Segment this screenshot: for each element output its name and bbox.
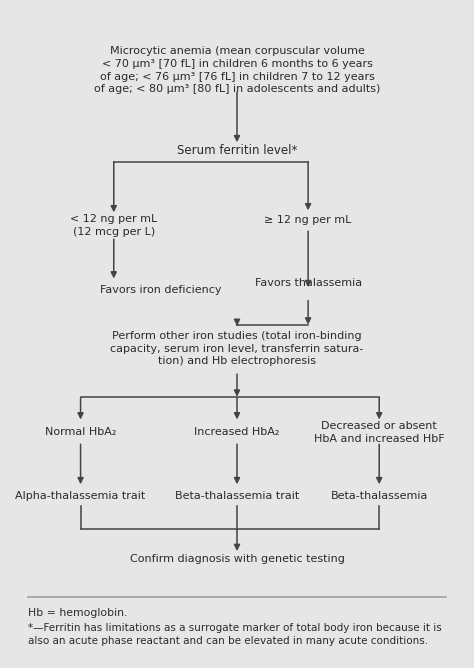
Text: < 12 ng per mL
(12 mcg per L): < 12 ng per mL (12 mcg per L) (70, 214, 157, 236)
Text: Serum ferritin level*: Serum ferritin level* (177, 144, 297, 157)
Text: Confirm diagnosis with genetic testing: Confirm diagnosis with genetic testing (129, 554, 345, 564)
Text: Alpha-thalassemia trait: Alpha-thalassemia trait (16, 491, 146, 500)
Text: Perform other iron studies (total iron-binding
capacity, serum iron level, trans: Perform other iron studies (total iron-b… (110, 331, 364, 367)
Text: Favors thalassemia: Favors thalassemia (255, 278, 362, 287)
Text: Microcytic anemia (mean corpuscular volume
< 70 μm³ [70 fL] in children 6 months: Microcytic anemia (mean corpuscular volu… (94, 46, 380, 94)
Text: Beta-thalassemia trait: Beta-thalassemia trait (175, 491, 299, 500)
Text: Beta-thalassemia: Beta-thalassemia (330, 491, 428, 500)
Text: Increased HbA₂: Increased HbA₂ (194, 428, 280, 437)
Text: Favors iron deficiency: Favors iron deficiency (100, 285, 221, 295)
Text: Normal HbA₂: Normal HbA₂ (45, 428, 116, 437)
Text: Decreased or absent
HbA and increased HbF: Decreased or absent HbA and increased Hb… (314, 421, 445, 444)
Text: *—Ferritin has limitations as a surrogate marker of total body iron because it i: *—Ferritin has limitations as a surrogat… (28, 623, 442, 646)
Text: ≥ 12 ng per mL: ≥ 12 ng per mL (264, 216, 352, 225)
Text: Hb = hemoglobin.: Hb = hemoglobin. (28, 608, 128, 617)
